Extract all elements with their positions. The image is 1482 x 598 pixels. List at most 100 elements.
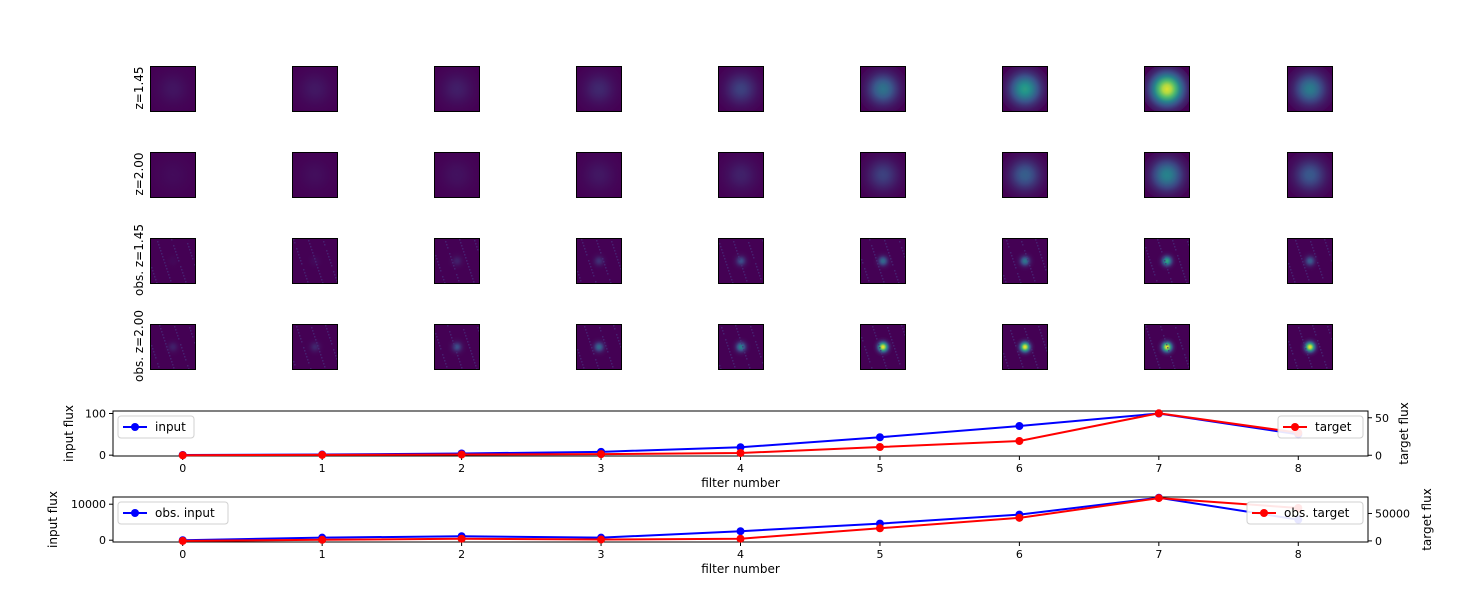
image-panel xyxy=(576,152,622,198)
image-panel xyxy=(292,238,338,284)
row-label: z=2.00 xyxy=(132,152,146,195)
legend-right: target xyxy=(1277,415,1364,439)
data-point xyxy=(1015,422,1024,430)
row-label: obs. z=2.00 xyxy=(132,310,146,382)
row-label: obs. z=1.45 xyxy=(132,224,146,296)
x-tick-label: 3 xyxy=(598,548,605,561)
data-point xyxy=(597,535,606,544)
image-grid: z=1.45 z=2.00 obs. z=1.45 obs. z=2.00 xyxy=(132,66,1333,382)
x-axis-label: filter number xyxy=(701,476,780,490)
image-panel xyxy=(1002,66,1048,112)
data-point xyxy=(178,451,187,460)
image-panel xyxy=(1144,152,1190,198)
image-panel xyxy=(1287,324,1333,370)
image-panel xyxy=(1002,152,1048,198)
legend-left: input xyxy=(117,415,195,439)
y-tick-label-right: 50 xyxy=(1375,412,1389,425)
y-tick-label-right: 50000 xyxy=(1375,507,1410,520)
data-point xyxy=(318,535,327,544)
data-point xyxy=(318,450,327,459)
x-tick-label: 7 xyxy=(1155,462,1162,475)
y-tick-label-left: 100 xyxy=(85,408,106,421)
image-panel xyxy=(1287,152,1333,198)
image-panel xyxy=(150,238,196,284)
image-panel xyxy=(860,324,906,370)
data-point xyxy=(1015,437,1024,445)
data-point xyxy=(178,536,187,545)
data-point xyxy=(736,534,745,543)
legend-right: obs. target xyxy=(1246,501,1364,525)
image-panel xyxy=(576,238,622,284)
legend-label: obs. input xyxy=(155,506,215,520)
data-point xyxy=(457,450,466,459)
y-tick-label-left: 10000 xyxy=(71,498,106,511)
image-panel xyxy=(292,324,338,370)
data-point xyxy=(597,450,606,459)
row-label: z=1.45 xyxy=(132,66,146,109)
image-panel xyxy=(150,324,196,370)
image-panel xyxy=(150,152,196,198)
image-panel xyxy=(1144,238,1190,284)
data-point xyxy=(875,524,884,533)
data-point xyxy=(1015,513,1024,522)
x-tick-label: 1 xyxy=(319,462,326,475)
image-panel xyxy=(718,152,764,198)
image-panel xyxy=(434,238,480,284)
flux-chart-1: 0 1 2 3 4 5 6 7 8 filter number 0 100 0 50 input flux t… xyxy=(62,402,1411,490)
image-panel xyxy=(860,238,906,284)
x-tick-label: 1 xyxy=(319,548,326,561)
image-panel xyxy=(718,238,764,284)
flux-chart-2: 0 1 2 3 4 5 6 7 8 filter number 0 10000 0 50000 input … xyxy=(46,488,1434,576)
image-panel xyxy=(576,324,622,370)
y-tick-label-left: 0 xyxy=(99,534,106,547)
image-panel xyxy=(1002,238,1048,284)
x-tick-label: 5 xyxy=(876,462,883,475)
x-tick-label: 8 xyxy=(1295,462,1302,475)
data-point xyxy=(736,443,745,452)
legend-label: target xyxy=(1315,420,1352,434)
y-axis-label-left: input flux xyxy=(46,491,60,548)
y-axis-label-right: target flux xyxy=(1397,402,1411,465)
data-point xyxy=(736,527,745,536)
data-point xyxy=(1154,409,1163,418)
y-tick-label-right: 0 xyxy=(1375,449,1382,462)
data-point xyxy=(1154,494,1163,503)
x-tick-label: 6 xyxy=(1016,548,1023,561)
image-panel xyxy=(150,66,196,112)
image-panel xyxy=(434,152,480,198)
image-panel xyxy=(434,324,480,370)
x-tick-label: 4 xyxy=(737,548,744,561)
image-panel xyxy=(1144,324,1190,370)
image-panel xyxy=(1287,238,1333,284)
x-tick-label: 0 xyxy=(179,462,186,475)
image-panel xyxy=(1002,324,1048,370)
y-axis-label-right: target flux xyxy=(1420,488,1434,551)
y-axis-label-left: input flux xyxy=(62,405,76,462)
x-tick-label: 4 xyxy=(737,462,744,475)
data-point xyxy=(736,449,745,457)
y-tick-label-left: 0 xyxy=(99,449,106,462)
data-point xyxy=(875,433,884,442)
image-panel xyxy=(576,66,622,112)
legend-left: obs. input xyxy=(117,501,229,525)
x-tick-label: 6 xyxy=(1016,462,1023,475)
data-point xyxy=(457,534,466,543)
image-panel xyxy=(292,66,338,112)
x-tick-label: 3 xyxy=(598,462,605,475)
x-tick-label: 5 xyxy=(876,548,883,561)
image-panel xyxy=(718,66,764,112)
x-tick-label: 8 xyxy=(1295,548,1302,561)
legend-label: obs. target xyxy=(1284,506,1350,520)
image-panel xyxy=(292,152,338,198)
image-panel xyxy=(434,66,480,112)
image-panel xyxy=(860,152,906,198)
image-panel xyxy=(718,324,764,370)
image-panel xyxy=(1287,66,1333,112)
x-tick-label: 2 xyxy=(458,548,465,561)
legend-label: input xyxy=(155,420,186,434)
data-point xyxy=(875,443,884,451)
x-tick-label: 2 xyxy=(458,462,465,475)
y-tick-label-right: 0 xyxy=(1375,535,1382,548)
